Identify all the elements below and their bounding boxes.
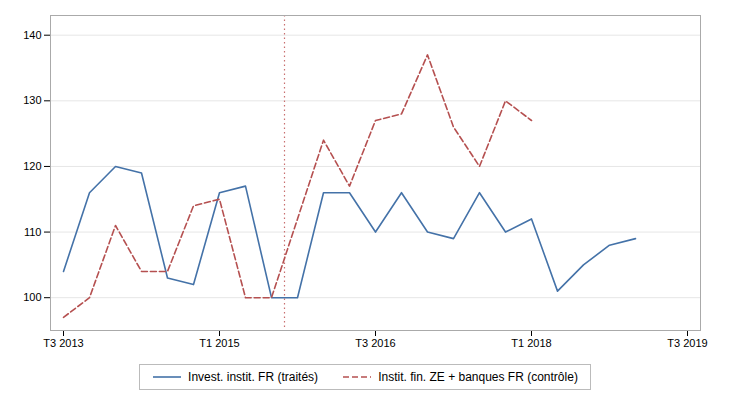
svg-text:T3 2019: T3 2019 — [667, 337, 707, 349]
svg-text:120: 120 — [23, 160, 41, 172]
html-text:Invest. instit. FR (traités): Invest. instit. FR (traités) — [188, 370, 319, 384]
svg-text:140: 140 — [23, 29, 41, 41]
svg-text:T3 2013: T3 2013 — [43, 337, 83, 349]
svg-text:T1 2015: T1 2015 — [199, 337, 239, 349]
svg-text:130: 130 — [23, 94, 41, 106]
svg-text:T3 2016: T3 2016 — [355, 337, 395, 349]
svg-text:T1 2018: T1 2018 — [511, 337, 551, 349]
svg-text:110: 110 — [24, 226, 42, 238]
svg-text:100: 100 — [23, 291, 41, 303]
html-text:Instit. fin. ZE + banques FR (: Instit. fin. ZE + banques FR (contrôle) — [378, 370, 578, 384]
